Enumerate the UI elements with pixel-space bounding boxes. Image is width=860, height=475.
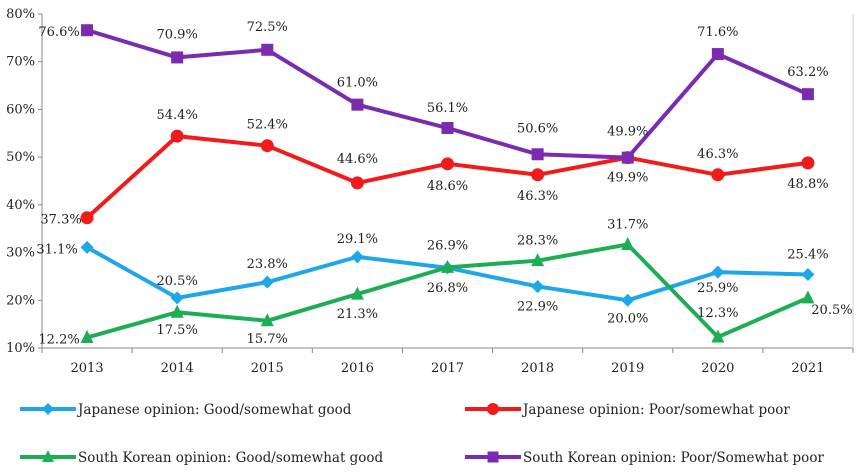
data-label-korea-good: 12.2% (38, 333, 79, 348)
data-label-japan-poor: 46.3% (697, 147, 738, 162)
data-label-korea-good: 31.7% (607, 217, 648, 232)
data-point-korea-good (801, 290, 815, 304)
data-label-korea-good: 12.3% (697, 306, 738, 321)
data-point-korea-poor (711, 48, 724, 61)
data-label-korea-poor: 71.6% (697, 25, 738, 40)
data-point-japan-good (80, 240, 94, 254)
legend-marker-japan-poor (487, 403, 499, 415)
data-point-korea-poor (351, 98, 364, 111)
data-point-japan-good (531, 279, 545, 293)
data-label-korea-poor: 70.9% (157, 27, 198, 42)
data-point-japan-poor (801, 156, 815, 170)
data-point-japan-good (801, 268, 815, 282)
data-label-japan-poor: 48.8% (787, 177, 828, 192)
x-tick-label: 2018 (521, 361, 554, 376)
data-point-korea-good (170, 304, 184, 318)
data-label-japan-good: 25.4% (787, 248, 828, 263)
data-label-korea-poor: 72.5% (247, 20, 288, 35)
data-point-japan-poor (531, 168, 545, 182)
data-label-korea-poor: 76.6% (38, 25, 79, 40)
data-label-japan-poor: 49.9% (607, 171, 648, 186)
y-tick-label: 20% (6, 293, 35, 308)
data-label-japan-good: 25.9% (697, 281, 738, 296)
data-label-korea-good: 21.3% (337, 307, 378, 322)
data-label-japan-poor: 44.6% (337, 152, 378, 167)
data-point-korea-good (531, 253, 545, 267)
data-point-korea-poor (621, 151, 634, 164)
x-tick-label: 2020 (701, 361, 734, 376)
data-point-korea-good (80, 330, 94, 344)
legend-marker-korea-poor (487, 451, 499, 463)
data-label-japan-good: 31.1% (36, 242, 77, 257)
data-point-korea-poor (171, 51, 184, 64)
x-tick-label: 2017 (431, 361, 464, 376)
data-point-korea-good (441, 259, 454, 273)
data-point-japan-poor (441, 157, 454, 171)
legend-marker-japan-good (42, 403, 54, 415)
data-label-japan-poor: 48.6% (427, 179, 468, 194)
data-label-korea-poor: 50.6% (517, 121, 558, 136)
data-point-korea-poor (531, 148, 544, 161)
data-label-korea-good: 15.7% (247, 332, 288, 347)
data-point-japan-poor (170, 129, 184, 143)
legend-label-japan-poor: Japanese opinion: Poor/somewhat poor (521, 402, 790, 418)
data-label-korea-poor: 49.9% (607, 125, 648, 140)
y-tick-label: 30% (6, 246, 35, 261)
data-label-korea-poor: 61.0% (337, 76, 378, 91)
data-point-japan-good (170, 291, 184, 305)
x-tick-label: 2021 (791, 361, 824, 376)
data-label-japan-good: 26.8% (427, 281, 468, 296)
data-point-korea-poor (801, 88, 814, 101)
data-label-korea-poor: 63.2% (787, 65, 828, 80)
data-label-korea-good: 17.5% (157, 323, 198, 338)
legend-label-korea-poor: South Korean opinion: Poor/Somewhat poor (523, 450, 824, 466)
data-point-japan-good (711, 265, 725, 279)
data-point-korea-good (711, 329, 725, 343)
y-tick-label: 50% (6, 150, 35, 165)
data-label-korea-poor: 56.1% (427, 101, 468, 116)
y-tick-label: 60% (6, 102, 35, 117)
x-tick-label: 2019 (611, 361, 644, 376)
data-point-japan-good (621, 293, 635, 307)
data-label-japan-good: 23.8% (247, 257, 288, 272)
data-point-korea-poor (81, 24, 94, 37)
data-label-korea-good: 20.5% (811, 303, 852, 318)
legend-label-japan-good: Japanese opinion: Good/somewhat good (76, 402, 352, 418)
data-point-japan-poor (350, 176, 364, 190)
data-point-korea-poor (441, 122, 454, 135)
y-tick-label: 40% (6, 198, 35, 213)
data-label-japan-good: 22.9% (517, 299, 558, 314)
data-point-korea-good (621, 236, 635, 250)
data-point-japan-poor (80, 211, 94, 225)
y-tick-label: 70% (6, 55, 35, 70)
x-tick-label: 2016 (341, 361, 374, 376)
data-label-japan-poor: 37.3% (40, 213, 81, 228)
data-point-japan-good (350, 250, 364, 264)
data-label-korea-good: 26.9% (427, 238, 468, 253)
data-label-japan-good: 29.1% (337, 232, 378, 247)
y-tick-label: 10% (6, 341, 35, 356)
data-label-japan-good: 20.5% (157, 274, 198, 289)
x-tick-label: 2015 (251, 361, 284, 376)
y-tick-label: 80% (6, 7, 35, 22)
x-tick-label: 2014 (161, 361, 194, 376)
data-label-japan-poor: 52.4% (247, 118, 288, 133)
data-point-japan-poor (260, 139, 274, 153)
data-point-japan-good (260, 275, 274, 289)
data-label-japan-poor: 46.3% (517, 189, 558, 204)
x-tick-label: 2013 (71, 361, 104, 376)
legend-label-korea-good: South Korean opinion: Good/somewhat good (78, 450, 384, 466)
data-label-korea-good: 28.3% (517, 234, 558, 249)
legend-marker-korea-good (42, 450, 54, 462)
data-point-japan-poor (711, 168, 725, 182)
data-point-korea-good (260, 313, 274, 327)
data-point-korea-good (350, 286, 364, 300)
data-point-korea-poor (261, 43, 274, 56)
data-label-japan-poor: 54.4% (157, 108, 198, 123)
data-label-japan-good: 20.0% (607, 311, 648, 326)
